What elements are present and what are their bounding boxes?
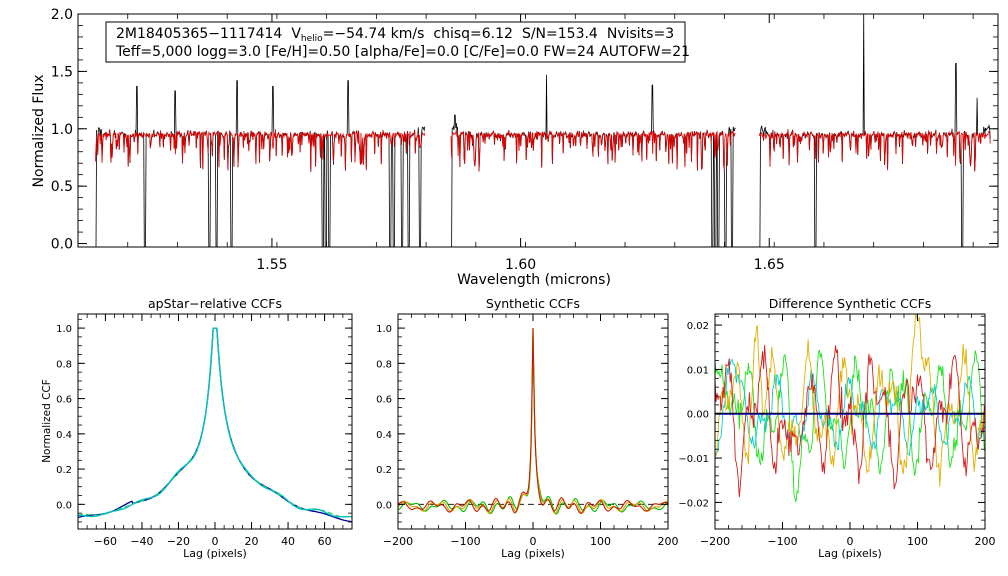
apstar-ccf-y-tick-label: 0.6 [56, 395, 72, 406]
chisq-value: chisq=6.12 [433, 26, 513, 42]
apstar-ccf-plot-area [78, 327, 352, 523]
difference-ccf-title: Difference Synthetic CCFs [769, 296, 932, 311]
difference-ccf-line-1 [715, 349, 985, 503]
synthetic-ccf-x-tick-label: 200 [658, 535, 679, 548]
apstar-ccf-x-axis-label: Lag (pixels) [183, 547, 247, 560]
difference-ccf-panel: −200 −100 0 100 200 −0.02 −0.01 0.00 0.01 0.02 Di… [678, 296, 995, 560]
synthetic-ccf-x-tick-label: 100 [590, 535, 611, 548]
difference-ccf-y-tick-label: 0.01 [687, 365, 709, 376]
spectrum-observed-line [759, 14, 991, 247]
synthetic-ccf-y-tick-label: 0.4 [376, 430, 392, 441]
apstar-ccf-line-2 [78, 327, 352, 518]
vhelio-value: =−54.74 km/s [323, 26, 425, 42]
annotation-line2: Teff=5,000 logg=3.0 [Fe/H]=0.50 [alpha/F… [115, 44, 690, 60]
synthetic-ccf-ticks: −200 −100 0 100 200 0.0 0.2 0.4 0.6 0.8 1.0 [376, 314, 679, 548]
spectrum-model-line [450, 129, 736, 172]
synthetic-ccf-y-tick-label: 1.0 [376, 324, 392, 335]
difference-ccf-y-tick-label: −0.01 [678, 454, 709, 465]
apstar-ccf-x-tick-label: −40 [130, 535, 153, 548]
spectrum-model-line [758, 129, 991, 172]
apstar-ccf-axes-frame [77, 313, 353, 530]
synthetic-ccf-y-tick-label: 0.0 [376, 500, 392, 511]
spectrum-x-tick-label: 1.55 [256, 257, 287, 273]
spectrum-axes-frame [77, 13, 999, 248]
synthetic-ccf-line-3 [398, 328, 668, 514]
synthetic-ccf-x-tick-label: −100 [450, 535, 480, 548]
apstar-ccf-y-tick-label: 0.8 [56, 359, 72, 370]
nvisits-value: Nvisits=3 [607, 26, 674, 42]
spectrum-plot-area [95, 14, 991, 247]
difference-ccf-x-tick-label: 100 [907, 535, 928, 548]
spectrum-observed-line [95, 80, 426, 247]
spectrum-panel: 1.55 1.60 1.65 0.0 0.5 1.0 1.5 2.0 2M18405365−1… [31, 7, 999, 288]
apstar-ccf-y-tick-label: 0.4 [56, 430, 72, 441]
apstar-ccf-y-axis-label: Normalized CCF [41, 379, 53, 463]
apstar-ccf-x-tick-label: −60 [94, 535, 117, 548]
apstar-ccf-x-tick-label: 0 [212, 535, 219, 548]
difference-ccf-plot-area [715, 314, 985, 503]
synthetic-ccf-x-axis-label: Lag (pixels) [501, 547, 565, 560]
difference-ccf-y-tick-label: 0.00 [687, 410, 709, 421]
spectrum-y-tick-label: 1.5 [51, 64, 73, 80]
spectrum-annotation-box [105, 21, 686, 63]
snr-value: S/N=153.4 [522, 26, 598, 42]
apstar-ccf-x-tick-label: 40 [281, 535, 295, 548]
apstar-ccf-title: apStar−relative CCFs [148, 296, 282, 311]
spectrum-y-tick-label: 2.0 [51, 7, 73, 23]
annotation-line1: 2M18405365−1117414 Vhelio=−54.74 km/s chis… [116, 26, 674, 44]
difference-ccf-x-tick-label: −100 [767, 535, 797, 548]
apstar-ccf-x-tick-label: 20 [245, 535, 259, 548]
apstar-ccf-line-3 [78, 327, 352, 518]
synthetic-ccf-y-tick-label: 0.8 [376, 359, 392, 370]
synthetic-ccf-y-tick-label: 0.2 [376, 465, 392, 476]
difference-ccf-line-4 [715, 345, 985, 498]
spectrum-x-tick-label: 1.60 [505, 257, 536, 273]
synthetic-ccf-x-tick-label: 0 [530, 535, 537, 548]
spectrum-ticks: 1.55 1.60 1.65 0.0 0.5 1.0 1.5 2.0 [51, 7, 998, 273]
difference-ccf-ticks: −200 −100 0 100 200 −0.02 −0.01 0.00 0.01 0.02 [678, 314, 996, 548]
vhelio-prefix: V [291, 26, 301, 42]
difference-ccf-x-tick-label: 0 [847, 535, 854, 548]
difference-ccf-x-tick-label: 200 [975, 535, 996, 548]
apstar-ccf-y-tick-label: 0.0 [56, 500, 72, 511]
difference-ccf-x-axis-label: Lag (pixels) [818, 547, 882, 560]
difference-ccf-y-tick-label: 0.02 [687, 321, 709, 332]
spectrum-y-axis-label: Normalized Flux [31, 75, 47, 188]
apstar-ccf-y-tick-label: 1.0 [56, 324, 72, 335]
apstar-ccf-line-1 [78, 327, 352, 523]
spectrum-y-tick-label: 0.5 [51, 179, 73, 195]
spectrum-model-line [95, 129, 426, 172]
spectrum-x-tick-label: 1.65 [754, 257, 785, 273]
synthetic-ccf-y-tick-label: 0.6 [376, 395, 392, 406]
apstar-ccf-y-tick-label: 0.2 [56, 465, 72, 476]
spectrum-y-tick-label: 1.0 [51, 122, 73, 138]
spectrum-observed-line [451, 74, 736, 247]
spectrum-y-tick-label: 0.0 [51, 237, 73, 253]
apstar-ccf-ticks: −60 −40 −20 0 20 40 60 0.0 0.2 0.4 0.6 0.8 1.0 [56, 314, 353, 548]
vhelio-subscript: helio [301, 34, 323, 44]
synthetic-ccf-title: Synthetic CCFs [486, 296, 580, 311]
difference-ccf-line-2 [715, 359, 985, 457]
synthetic-ccf-plot-area [398, 328, 668, 515]
synthetic-ccf-panel: −200 −100 0 100 200 0.0 0.2 0.4 0.6 0.8 1.0 Synthe… [376, 296, 678, 560]
difference-ccf-y-tick-label: −0.02 [678, 498, 709, 509]
star-id: 2M18405365−1117414 [116, 26, 282, 42]
difference-ccf-line-3 [715, 314, 985, 487]
apstar-ccf-x-tick-label: −20 [167, 535, 190, 548]
synthetic-ccf-x-tick-label: −200 [383, 535, 413, 548]
apstar-ccf-x-tick-label: 60 [318, 535, 332, 548]
difference-ccf-x-tick-label: −200 [700, 535, 730, 548]
spectrum-x-axis-label: Wavelength (microns) [457, 272, 611, 288]
apstar-ccf-panel: −60 −40 −20 0 20 40 60 0.0 0.2 0.4 0.6 0.8 1.0 apSta… [41, 296, 353, 560]
